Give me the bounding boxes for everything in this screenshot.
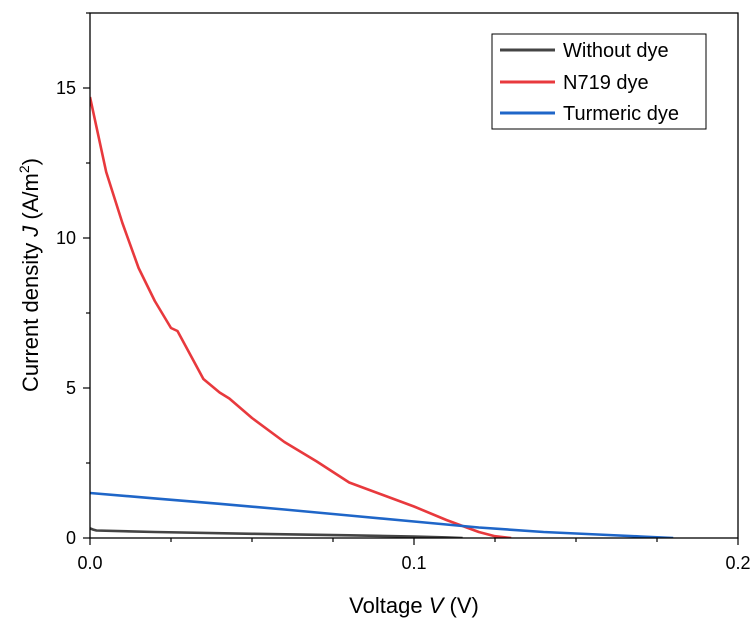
series-line-turmeric-dye [90, 491, 674, 538]
series-group [90, 96, 674, 538]
x-tick-label: 0.0 [77, 553, 102, 573]
x-tick-label: 0.1 [401, 553, 426, 573]
x-tick-label: 0.2 [725, 553, 750, 573]
legend-label-turmeric-dye: Turmeric dye [563, 103, 679, 125]
y-tick-label: 0 [66, 528, 76, 548]
x-axis-title: Voltage V (V) [349, 593, 479, 618]
legend-item-n719-dye: N719 dye [500, 72, 649, 94]
legend-item-without-dye: Without dye [500, 40, 669, 62]
y-axis-ticks: 0 5 10 15 [56, 12, 90, 548]
legend-label-without-dye: Without dye [563, 40, 669, 62]
y-tick-label: 10 [56, 228, 76, 248]
legend: Without dye N719 dye Turmeric dye [491, 33, 707, 130]
y-axis-title: Current density J (A/m2) [16, 158, 43, 392]
y-tick-label: 5 [66, 378, 76, 398]
series-line-n719-dye [90, 96, 512, 538]
legend-item-turmeric-dye: Turmeric dye [500, 103, 679, 125]
legend-label-n719-dye: N719 dye [563, 72, 649, 94]
x-axis-ticks: 0.0 0.1 0.2 [77, 538, 751, 573]
y-tick-label: 15 [56, 78, 76, 98]
series-line-without-dye [90, 527, 463, 538]
